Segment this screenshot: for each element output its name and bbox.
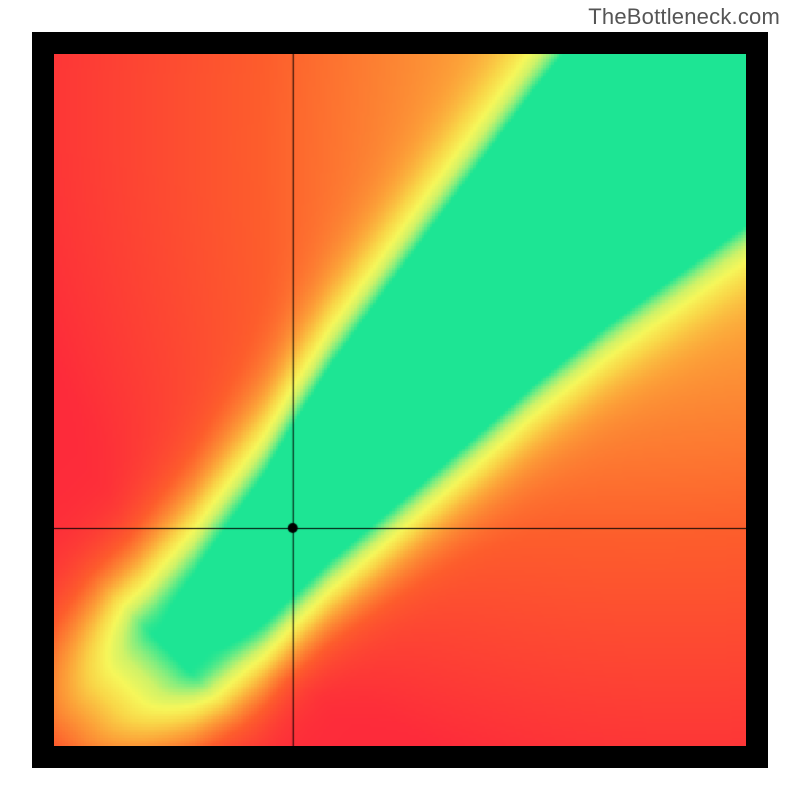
heatmap-canvas bbox=[54, 54, 746, 746]
heatmap-plot bbox=[54, 54, 746, 746]
chart-frame bbox=[32, 32, 768, 768]
watermark-text: TheBottleneck.com bbox=[588, 4, 780, 30]
